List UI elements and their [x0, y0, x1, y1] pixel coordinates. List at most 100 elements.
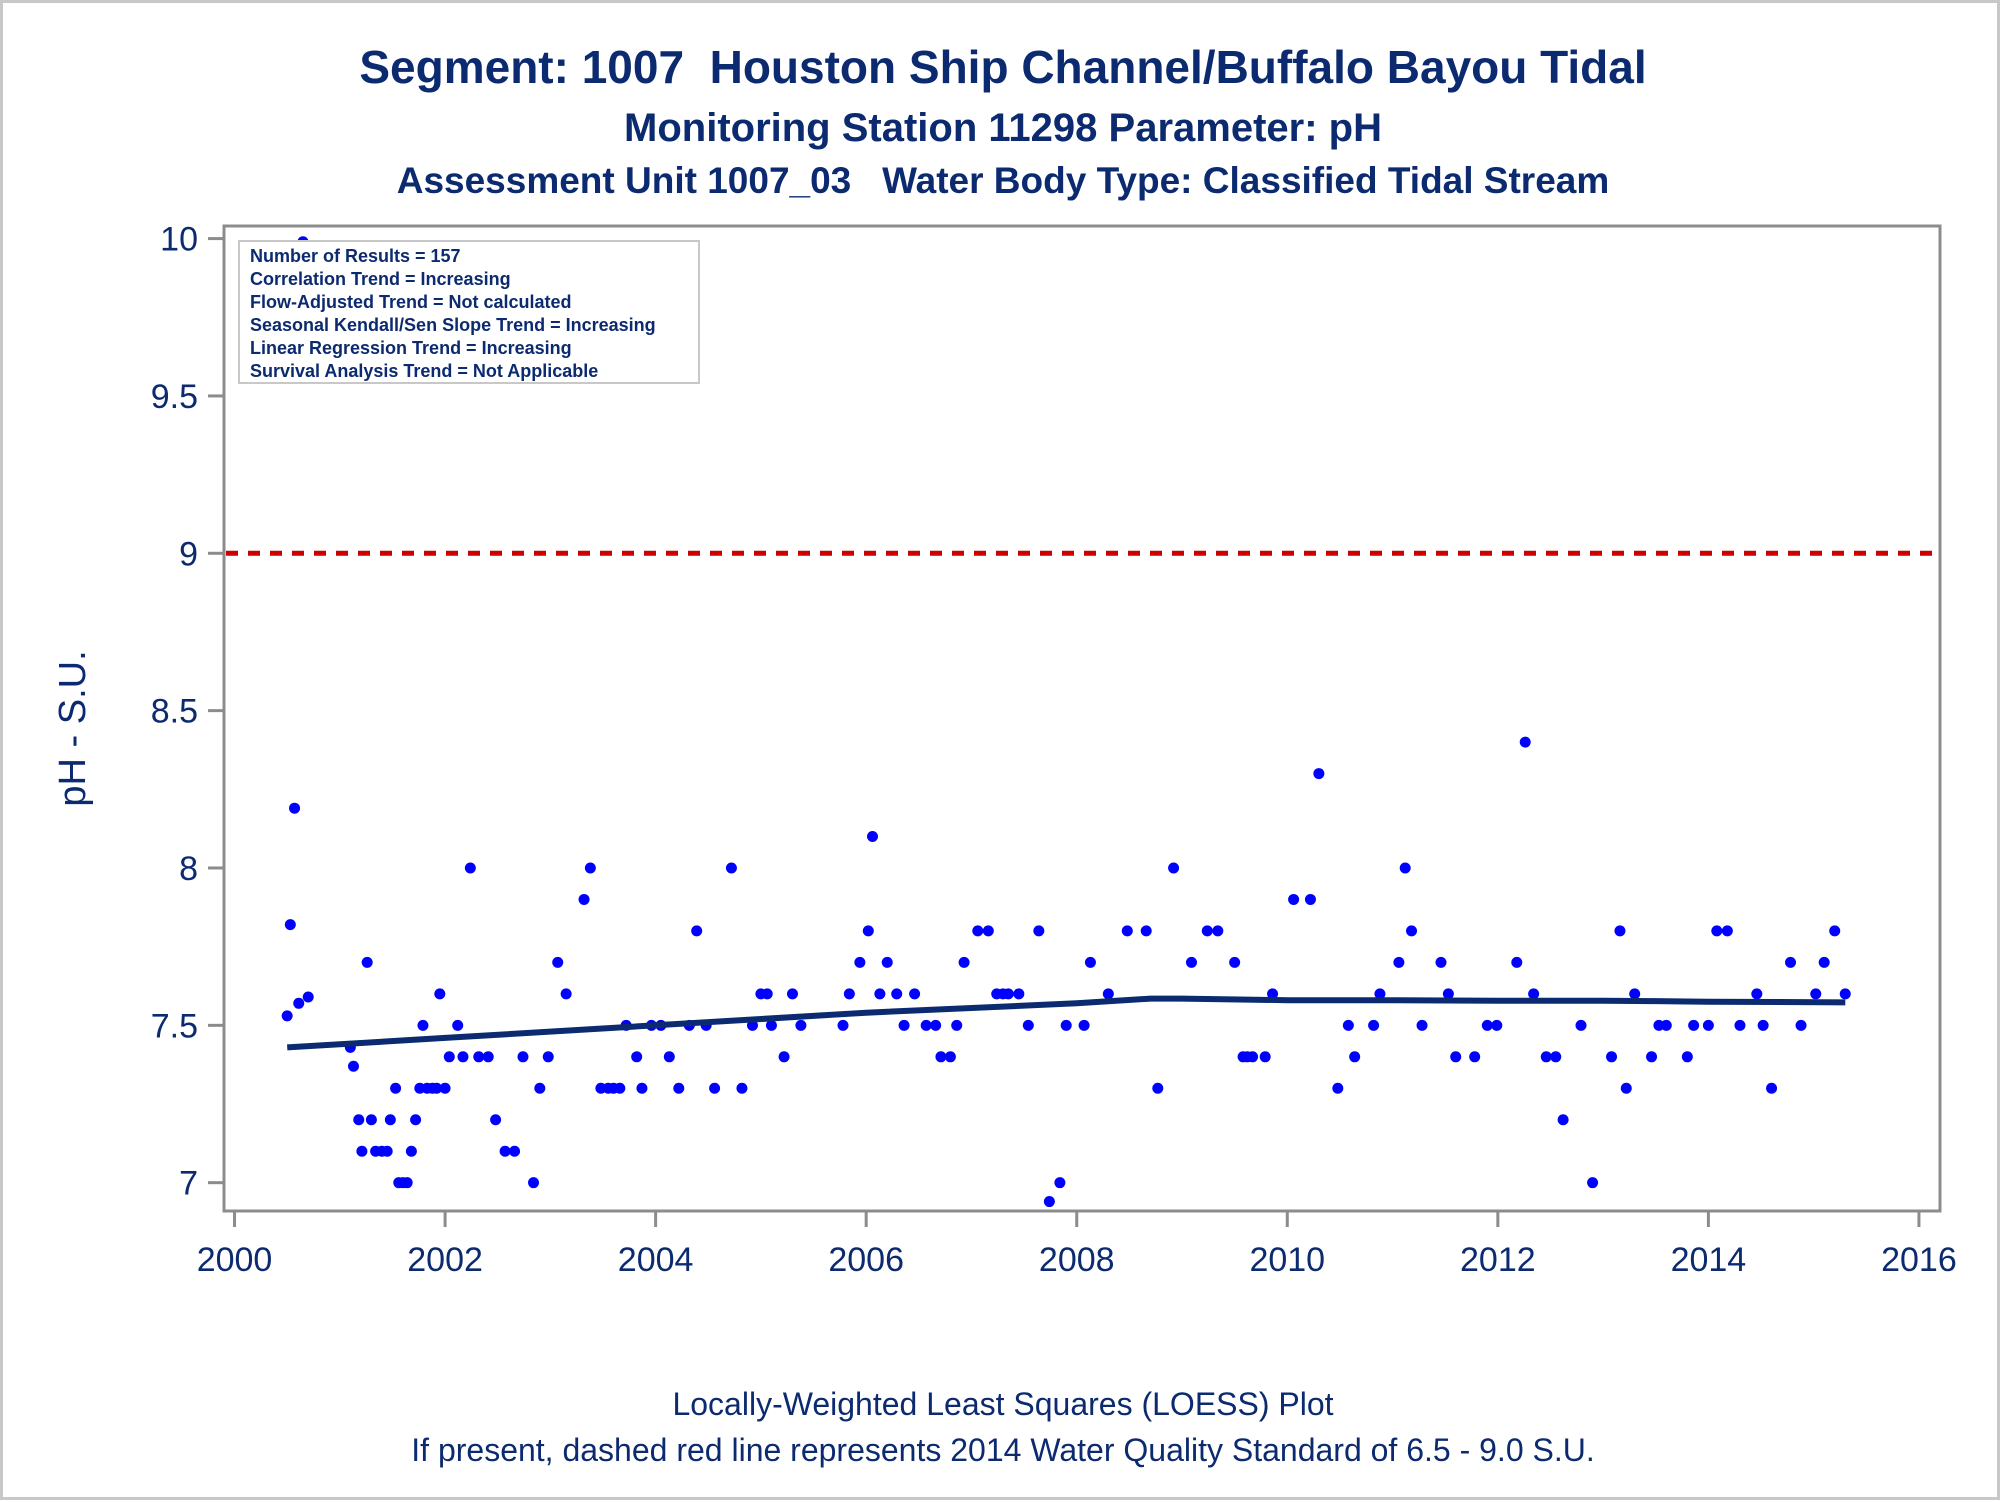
data-point — [1785, 956, 1797, 968]
data-point — [410, 1114, 422, 1126]
data-point — [1435, 956, 1447, 968]
data-point — [1033, 925, 1045, 937]
data-point — [854, 956, 866, 968]
data-point — [560, 988, 572, 1000]
data-point — [843, 988, 855, 1000]
x-tick-label: 2006 — [828, 1241, 904, 1279]
data-point — [390, 1082, 402, 1094]
data-point — [736, 1082, 748, 1094]
y-tick-label: 8 — [179, 850, 198, 888]
data-point — [452, 1019, 464, 1031]
data-point — [1185, 956, 1197, 968]
data-point — [284, 919, 296, 931]
data-point — [1511, 956, 1523, 968]
data-point — [1491, 1019, 1503, 1031]
data-point — [1259, 1051, 1271, 1063]
x-tick-label: 2000 — [197, 1241, 273, 1279]
data-point — [935, 1051, 947, 1063]
y-tick-label: 7 — [179, 1165, 198, 1203]
data-point — [443, 1051, 455, 1063]
data-point — [1606, 1051, 1618, 1063]
data-point — [1342, 1019, 1354, 1031]
data-point — [347, 1060, 359, 1072]
footnote-loess: Locally-Weighted Least Squares (LOESS) P… — [672, 1386, 1333, 1422]
data-point — [464, 862, 476, 874]
data-point — [1766, 1082, 1778, 1094]
data-point — [1681, 1051, 1693, 1063]
data-point — [417, 1019, 429, 1031]
data-point — [1013, 988, 1025, 1000]
data-point — [1829, 925, 1841, 937]
data-point — [457, 1051, 469, 1063]
data-point — [1022, 1019, 1034, 1031]
data-point — [1416, 1019, 1428, 1031]
data-point — [631, 1051, 643, 1063]
data-point — [542, 1051, 554, 1063]
data-point — [1121, 925, 1133, 937]
data-point — [1711, 925, 1723, 937]
data-point — [1757, 1019, 1769, 1031]
data-point — [1060, 1019, 1072, 1031]
data-point — [1054, 1177, 1066, 1189]
x-tick-label: 2008 — [1039, 1241, 1115, 1279]
data-point — [1201, 925, 1213, 937]
y-tick-label: 9 — [179, 535, 198, 573]
loess-curve — [287, 995, 1846, 1051]
data-point — [1229, 956, 1241, 968]
data-point — [1702, 1019, 1714, 1031]
data-point — [1721, 925, 1733, 937]
y-tick-label: 8.5 — [151, 693, 198, 731]
x-tick-label: 2002 — [407, 1241, 483, 1279]
data-point — [1795, 1019, 1807, 1031]
stat-flow-adjusted-trend: Flow-Adjusted Trend = Not calculated — [250, 292, 572, 312]
data-point — [765, 1019, 777, 1031]
data-point — [361, 956, 373, 968]
data-point — [944, 1051, 956, 1063]
data-point — [1140, 925, 1152, 937]
data-point — [982, 925, 994, 937]
data-point — [431, 1082, 443, 1094]
data-point — [1575, 1019, 1587, 1031]
stat-survival-analysis-trend: Survival Analysis Trend = Not Applicable — [250, 361, 598, 381]
data-point — [1734, 1019, 1746, 1031]
data-point — [1304, 893, 1316, 905]
data-point — [384, 1114, 396, 1126]
data-point — [552, 956, 564, 968]
data-point — [1688, 1019, 1700, 1031]
data-point — [1450, 1051, 1462, 1063]
data-point — [1528, 988, 1540, 1000]
data-point — [473, 1051, 485, 1063]
data-point — [1368, 1019, 1380, 1031]
data-point — [1620, 1082, 1632, 1094]
data-point — [281, 1010, 293, 1022]
data-point — [881, 956, 893, 968]
data-point — [663, 1051, 675, 1063]
data-point — [1614, 925, 1626, 937]
data-point — [1406, 925, 1418, 937]
data-point — [490, 1114, 502, 1126]
data-point — [691, 925, 703, 937]
data-point — [1810, 988, 1822, 1000]
data-point — [673, 1082, 685, 1094]
data-point — [1102, 988, 1114, 1000]
data-point — [289, 802, 301, 814]
footnote-standard: If present, dashed red line represents 2… — [411, 1432, 1594, 1468]
data-point — [528, 1177, 540, 1189]
stat-number-of-results: Number of Results = 157 — [250, 246, 461, 266]
stats-legend: Number of Results = 157 Correlation Tren… — [238, 240, 700, 384]
data-point — [972, 925, 984, 937]
data-point — [1288, 893, 1300, 905]
data-point — [1393, 956, 1405, 968]
data-point — [1152, 1082, 1164, 1094]
data-point — [1519, 736, 1531, 748]
data-point — [1043, 1196, 1055, 1208]
data-point — [356, 1145, 368, 1157]
x-axis: 2000 2002 2004 2006 2008 2010 2012 2014 2016 — [197, 1211, 1957, 1279]
data-point — [1587, 1177, 1599, 1189]
data-point — [405, 1145, 417, 1157]
data-point — [517, 1051, 529, 1063]
data-point — [1084, 956, 1096, 968]
data-point — [509, 1145, 521, 1157]
data-point — [725, 862, 737, 874]
